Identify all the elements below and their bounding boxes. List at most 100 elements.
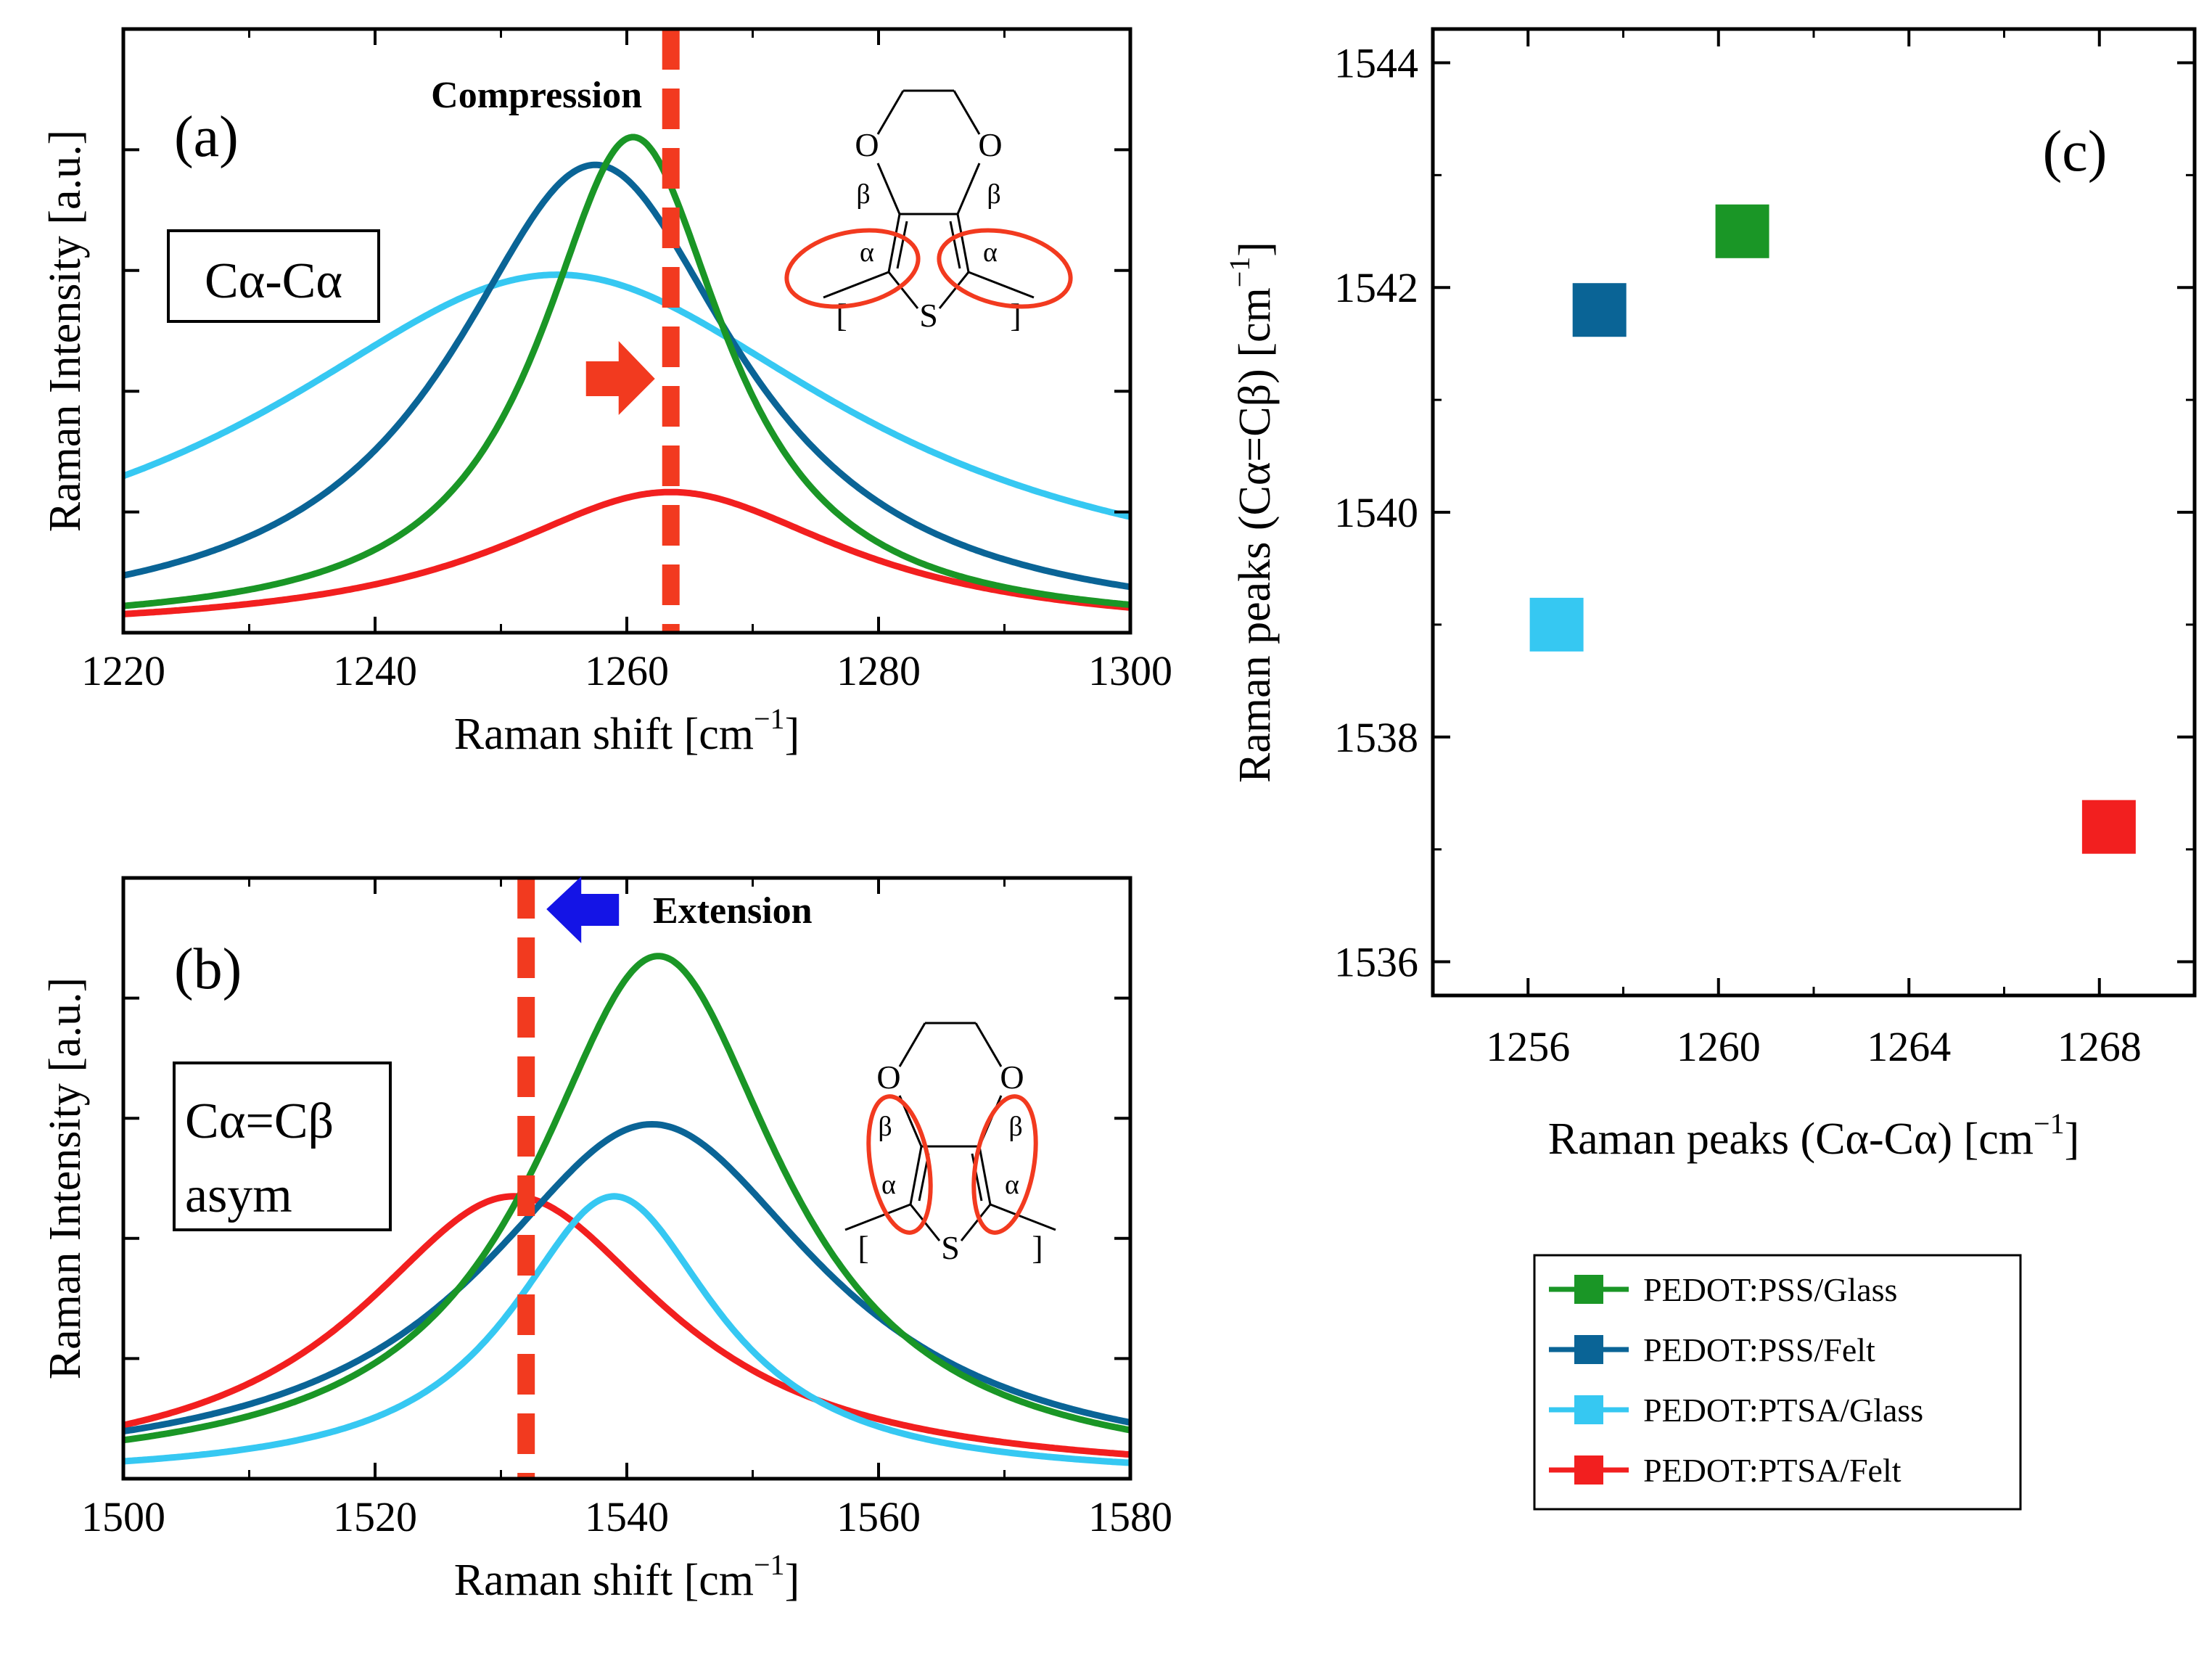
legend-frame (1533, 1254, 2022, 1511)
panel-a-chem-structure-bond (968, 271, 1035, 299)
panel-b-chart: 1500 1520 1540 1560 1580 Raman shift [cm−1] Ra… (41, 876, 1172, 1605)
panel-a-chem-structure-beta-left: β (856, 179, 870, 210)
panel-c-x-axis-title-end: ] (2065, 1114, 2080, 1164)
panel-b-x-axis-title-superscript: −1 (754, 1548, 785, 1581)
panel-c-xtick-label-1256: 1256 (1486, 1023, 1570, 1070)
legend-marker-pss_felt (1574, 1335, 1603, 1364)
panel-a-x-axis-title-superscript: −1 (754, 702, 785, 735)
panel-a-chem-structure-bond (956, 213, 970, 273)
panel-a-x-axis-title-main: Raman shift [cm (454, 710, 754, 759)
panel-b-chem-structure-highlight-left (866, 1094, 933, 1235)
panel-c-y-axis-title-main: Raman peaks (Cα=Cβ) [cm (1230, 287, 1280, 783)
panel-c-ytick-label-1544: 1544 (1334, 39, 1418, 86)
panel-c-xtick-label-1260: 1260 (1677, 1023, 1761, 1070)
panel-a-series-pss_glass (123, 134, 1130, 609)
panel-b-chem-structure-bond (960, 1204, 992, 1241)
panel-a-label: (a) (174, 105, 239, 169)
panel-c-point-ptsa_glass (1529, 597, 1584, 652)
panel-a-chem-structure-o-right: O (978, 126, 1002, 163)
panel-b-mode-label: Cα=Cβ (185, 1093, 334, 1149)
panel-a-x-axis-title: Raman shift [cm−1] (454, 702, 799, 759)
panel-b-xtick-label-1560: 1560 (836, 1493, 921, 1540)
panel-a-chem-structure-alpha-left: α (860, 237, 874, 268)
panel-a-series-ptsa_glass (123, 271, 1130, 520)
panel-b-chem-structure-bond (844, 1203, 911, 1231)
panel-b-curves (123, 878, 1130, 1479)
panel-b-chem-structure-bracket-left: [ (858, 1229, 868, 1266)
panel-a-chem-structure-bracket-left: [ (836, 297, 847, 334)
panel-a-chem-structure-bond (938, 271, 970, 309)
panel-c-ytick-label-1540: 1540 (1334, 489, 1418, 536)
panel-a-xtick-label-1280: 1280 (836, 647, 921, 694)
panel-b-xtick-label-1580: 1580 (1088, 1493, 1172, 1540)
panel-a-mode-label: Cα-Cα (205, 253, 342, 309)
panel-a-annotation: Compression (431, 75, 642, 116)
panel-a-series-ptsa_felt (123, 488, 1130, 617)
panel-a-chem-structure-bond (887, 213, 901, 273)
panel-b-chem-structure-bond (990, 1203, 1056, 1231)
panel-c-y-axis-title-end: ] (1230, 242, 1280, 257)
panel-b-chem-structure-alpha-right: α (1005, 1170, 1019, 1200)
panel-a-chem-structure-bond (953, 90, 981, 135)
panel-b-xtick-label-1540: 1540 (585, 1493, 669, 1540)
panel-c-ytick-label-1536: 1536 (1334, 939, 1418, 986)
panel-a-y-axis-title: Raman Intensity [a.u.] (41, 130, 90, 532)
panel-a-xtick-label-1300: 1300 (1088, 647, 1172, 694)
panel-a-chem-structure-bond (896, 221, 908, 269)
panel-b-y-axis-title: Raman Intensity [a.u.] (41, 977, 90, 1379)
panel-b-mode-label-2: asym (185, 1167, 292, 1223)
legend-label-pss_felt: PEDOT:PSS/Felt (1643, 1331, 1875, 1368)
legend-label-pss_glass: PEDOT:PSS/Glass (1643, 1271, 1897, 1308)
panel-c-xtick-label-1268: 1268 (2057, 1023, 2142, 1070)
legend: PEDOT:PSS/Glass PEDOT:PSS/Felt PEDOT:PTSA/… (1533, 1254, 2022, 1511)
panel-b-chem-structure-bracket-right: ] (1032, 1229, 1043, 1266)
panel-c-xtick-label-1264: 1264 (1867, 1023, 1951, 1070)
panel-a-xtick-label-1240: 1240 (333, 647, 417, 694)
panel-c-x-axis-title-main: Raman peaks (Cα-Cα) [cm (1548, 1114, 2034, 1164)
panel-b-xtick-label-1500: 1500 (81, 1493, 165, 1540)
panel-b-chem-structure-highlight-right (971, 1094, 1038, 1235)
panel-a-chem-structure-beta-right: β (987, 179, 1000, 210)
panel-c-point-ptsa_felt (2081, 800, 2136, 854)
panel-c-point-pss_felt (1572, 283, 1627, 337)
panel-a-curves (123, 29, 1130, 633)
panel-b-chem-structure-alpha-left: α (881, 1170, 896, 1200)
panel-b-chem-structure-o-left: O (876, 1059, 900, 1096)
panel-a-chem-structure-bond (876, 90, 905, 135)
panel-b-mode-box (173, 1062, 392, 1231)
panel-a-chem-structure-highlight-left (784, 228, 921, 309)
panel-a-xtick-label-1260: 1260 (585, 647, 669, 694)
panel-b-annotation: Extension (653, 890, 813, 932)
panel-b-xtick-label-1520: 1520 (333, 1493, 417, 1540)
panel-b-series-ptsa_glass (123, 1193, 1130, 1466)
panel-a-chem-structure-bond (823, 271, 889, 299)
legend-item-pss_felt: PEDOT:PSS/Felt (1549, 1331, 1875, 1368)
panel-c-label: (c) (2043, 120, 2108, 184)
panel-c-y-axis-title-superscript: −1 (1223, 257, 1256, 288)
panel-c-x-axis-title-superscript: −1 (2034, 1107, 2065, 1140)
legend-label-ptsa_felt: PEDOT:PTSA/Felt (1643, 1452, 1901, 1489)
legend-label-ptsa_glass: PEDOT:PTSA/Glass (1643, 1392, 1923, 1429)
panel-b-chem-structure: O OSβ βα α[] (844, 1022, 1056, 1266)
panel-b-label: (b) (174, 937, 242, 1001)
panel-b-chem-structure-beta-right: β (1008, 1112, 1022, 1142)
panel-a-chem-structure-bond (876, 163, 901, 215)
panel-a-arrow-right-icon (585, 341, 655, 415)
panel-c-x-axis-title: Raman peaks (Cα-Cα) [cm−1] (1548, 1107, 2080, 1164)
panel-b-x-axis-title-end: ] (785, 1556, 800, 1605)
panel-a-chem-structure-bond (887, 271, 919, 309)
panel-a-chem-structure-bond (949, 221, 961, 269)
panel-b-chem-structure-bond (898, 1022, 926, 1067)
legend-marker-ptsa_glass (1574, 1395, 1603, 1424)
panel-a-chem-structure: O OSβ βα α[] (784, 89, 1073, 334)
panel-a-chem-structure-alpha-right: α (983, 237, 998, 268)
legend-item-pss_glass: PEDOT:PSS/Glass (1549, 1271, 1897, 1308)
panel-a-chem-structure-highlight-right (937, 228, 1073, 309)
panel-c-ytick-label-1542: 1542 (1334, 264, 1418, 311)
panel-b-series-ptsa_felt (123, 1193, 1130, 1458)
panel-b-series-pss_glass (123, 953, 1130, 1444)
panel-b-x-axis-title-main: Raman shift [cm (454, 1556, 754, 1605)
panel-b-arrow-left-icon (546, 876, 620, 943)
legend-item-ptsa_felt: PEDOT:PTSA/Felt (1549, 1452, 1901, 1489)
